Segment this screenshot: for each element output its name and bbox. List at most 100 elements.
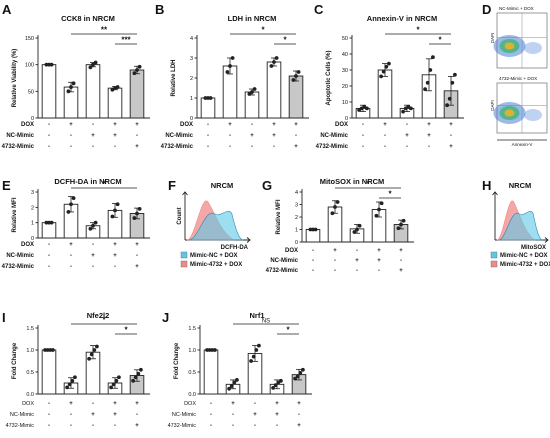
chart-title: MitoSOX in NRCM <box>320 177 385 186</box>
y-tick-label: 30 <box>342 68 348 74</box>
condition-sign: - <box>210 423 212 429</box>
flow-title: 4732-Mimic + DOX <box>499 76 537 81</box>
data-point <box>379 74 383 79</box>
condition-sign: - <box>70 253 72 259</box>
condition-label: 4732-Mimic <box>161 144 194 150</box>
data-point <box>453 72 457 77</box>
condition-sign: - <box>48 401 50 407</box>
data-point <box>379 201 384 206</box>
data-point <box>232 380 237 385</box>
y-tick-label: 100 <box>25 63 34 69</box>
condition-sign: + <box>228 122 232 128</box>
data-point <box>115 85 120 89</box>
condition-sign: - <box>273 144 275 150</box>
x-axis-label: DCFH-DA <box>221 245 249 251</box>
panel-letter-F: F <box>168 178 176 193</box>
condition-sign: - <box>48 412 50 418</box>
condition-sign: + <box>427 133 431 139</box>
condition-sign: + <box>113 412 117 418</box>
data-point <box>294 74 298 78</box>
data-point <box>298 370 303 375</box>
data-point <box>374 213 379 218</box>
y-tick-label: 20 <box>342 84 348 90</box>
density-core <box>504 109 515 117</box>
legend-label: Mimic-NC + DOX <box>190 253 238 259</box>
data-point <box>132 216 137 220</box>
data-point <box>93 60 98 65</box>
data-point <box>47 62 51 67</box>
condition-sign: + <box>113 253 117 259</box>
data-point <box>399 222 403 227</box>
histogram-series-1 <box>188 210 244 241</box>
data-point <box>333 205 337 209</box>
y-axis-label: Relative MFI <box>276 199 282 234</box>
data-point <box>67 382 72 387</box>
y-tick-label: 0.0 <box>26 392 34 398</box>
data-point <box>227 386 232 391</box>
condition-sign: - <box>378 268 380 274</box>
condition-sign: + <box>135 401 139 407</box>
condition-sign: + <box>399 248 403 254</box>
condition-sign: + <box>399 268 403 274</box>
data-point <box>91 223 95 228</box>
data-point <box>88 65 93 70</box>
bar <box>85 64 101 119</box>
data-point <box>251 354 256 359</box>
condition-sign: + <box>272 122 276 128</box>
y-tick-label: 10 <box>342 100 348 106</box>
condition-sign: - <box>428 144 430 150</box>
significance-label: * <box>416 26 420 35</box>
condition-sign: - <box>384 133 386 139</box>
bar <box>41 222 57 239</box>
condition-label: 4732-Mimic <box>6 423 35 429</box>
significance-label: * <box>102 180 106 189</box>
y-tick-label: 40 <box>342 52 348 58</box>
condition-sign: - <box>356 248 358 254</box>
histogram-H: NRCM MitoSOX Mimic-NC + DOX Mimic-4732 + DO… <box>490 181 550 268</box>
condition-sign: - <box>406 144 408 150</box>
condition-sign: + <box>69 401 73 407</box>
data-point <box>252 87 257 91</box>
condition-sign: + <box>113 242 117 248</box>
x-axis-label: MitoSOX <box>521 245 546 251</box>
data-point <box>89 352 94 357</box>
condition-sign: - <box>362 144 364 150</box>
data-point <box>71 81 76 86</box>
condition-label: DOX <box>184 401 196 407</box>
y-tick-label: 0 <box>295 240 298 246</box>
significance-label: * <box>124 326 128 335</box>
condition-sign: - <box>298 412 300 418</box>
data-point <box>114 378 119 383</box>
condition-sign: + <box>275 401 279 407</box>
condition-sign: - <box>92 122 94 128</box>
condition-sign: - <box>334 268 336 274</box>
condition-sign: - <box>48 144 50 150</box>
condition-sign: - <box>114 423 116 429</box>
chart-C: Annexin-V in NRCM 0 10 20 30 40 50 Apoptotic Ce… <box>316 14 464 150</box>
bar <box>288 75 304 119</box>
data-point <box>355 227 359 232</box>
condition-sign: - <box>114 144 116 150</box>
y-tick-label: 0 <box>31 116 34 122</box>
panel-letter-G: G <box>262 178 272 193</box>
data-point <box>93 220 98 225</box>
condition-label: NC-Mimic <box>6 253 34 259</box>
data-point <box>205 348 210 352</box>
panel-letter-A: A <box>2 2 12 17</box>
condition-sign: + <box>113 401 117 407</box>
condition-sign: - <box>334 258 336 264</box>
data-point <box>447 96 452 101</box>
data-point <box>73 375 77 380</box>
condition-sign: + <box>69 242 73 248</box>
chart-J: Nrf1 0.0 0.5 1.0 1.5 Fold Change NS * DOX - + - + + NC… <box>168 311 312 429</box>
condition-sign: - <box>92 264 94 270</box>
condition-label: DOX <box>285 248 298 254</box>
data-point <box>279 378 283 383</box>
data-point <box>291 78 296 82</box>
condition-sign: - <box>450 133 452 139</box>
data-point <box>384 64 389 69</box>
data-point <box>95 344 99 349</box>
data-point <box>269 64 274 68</box>
